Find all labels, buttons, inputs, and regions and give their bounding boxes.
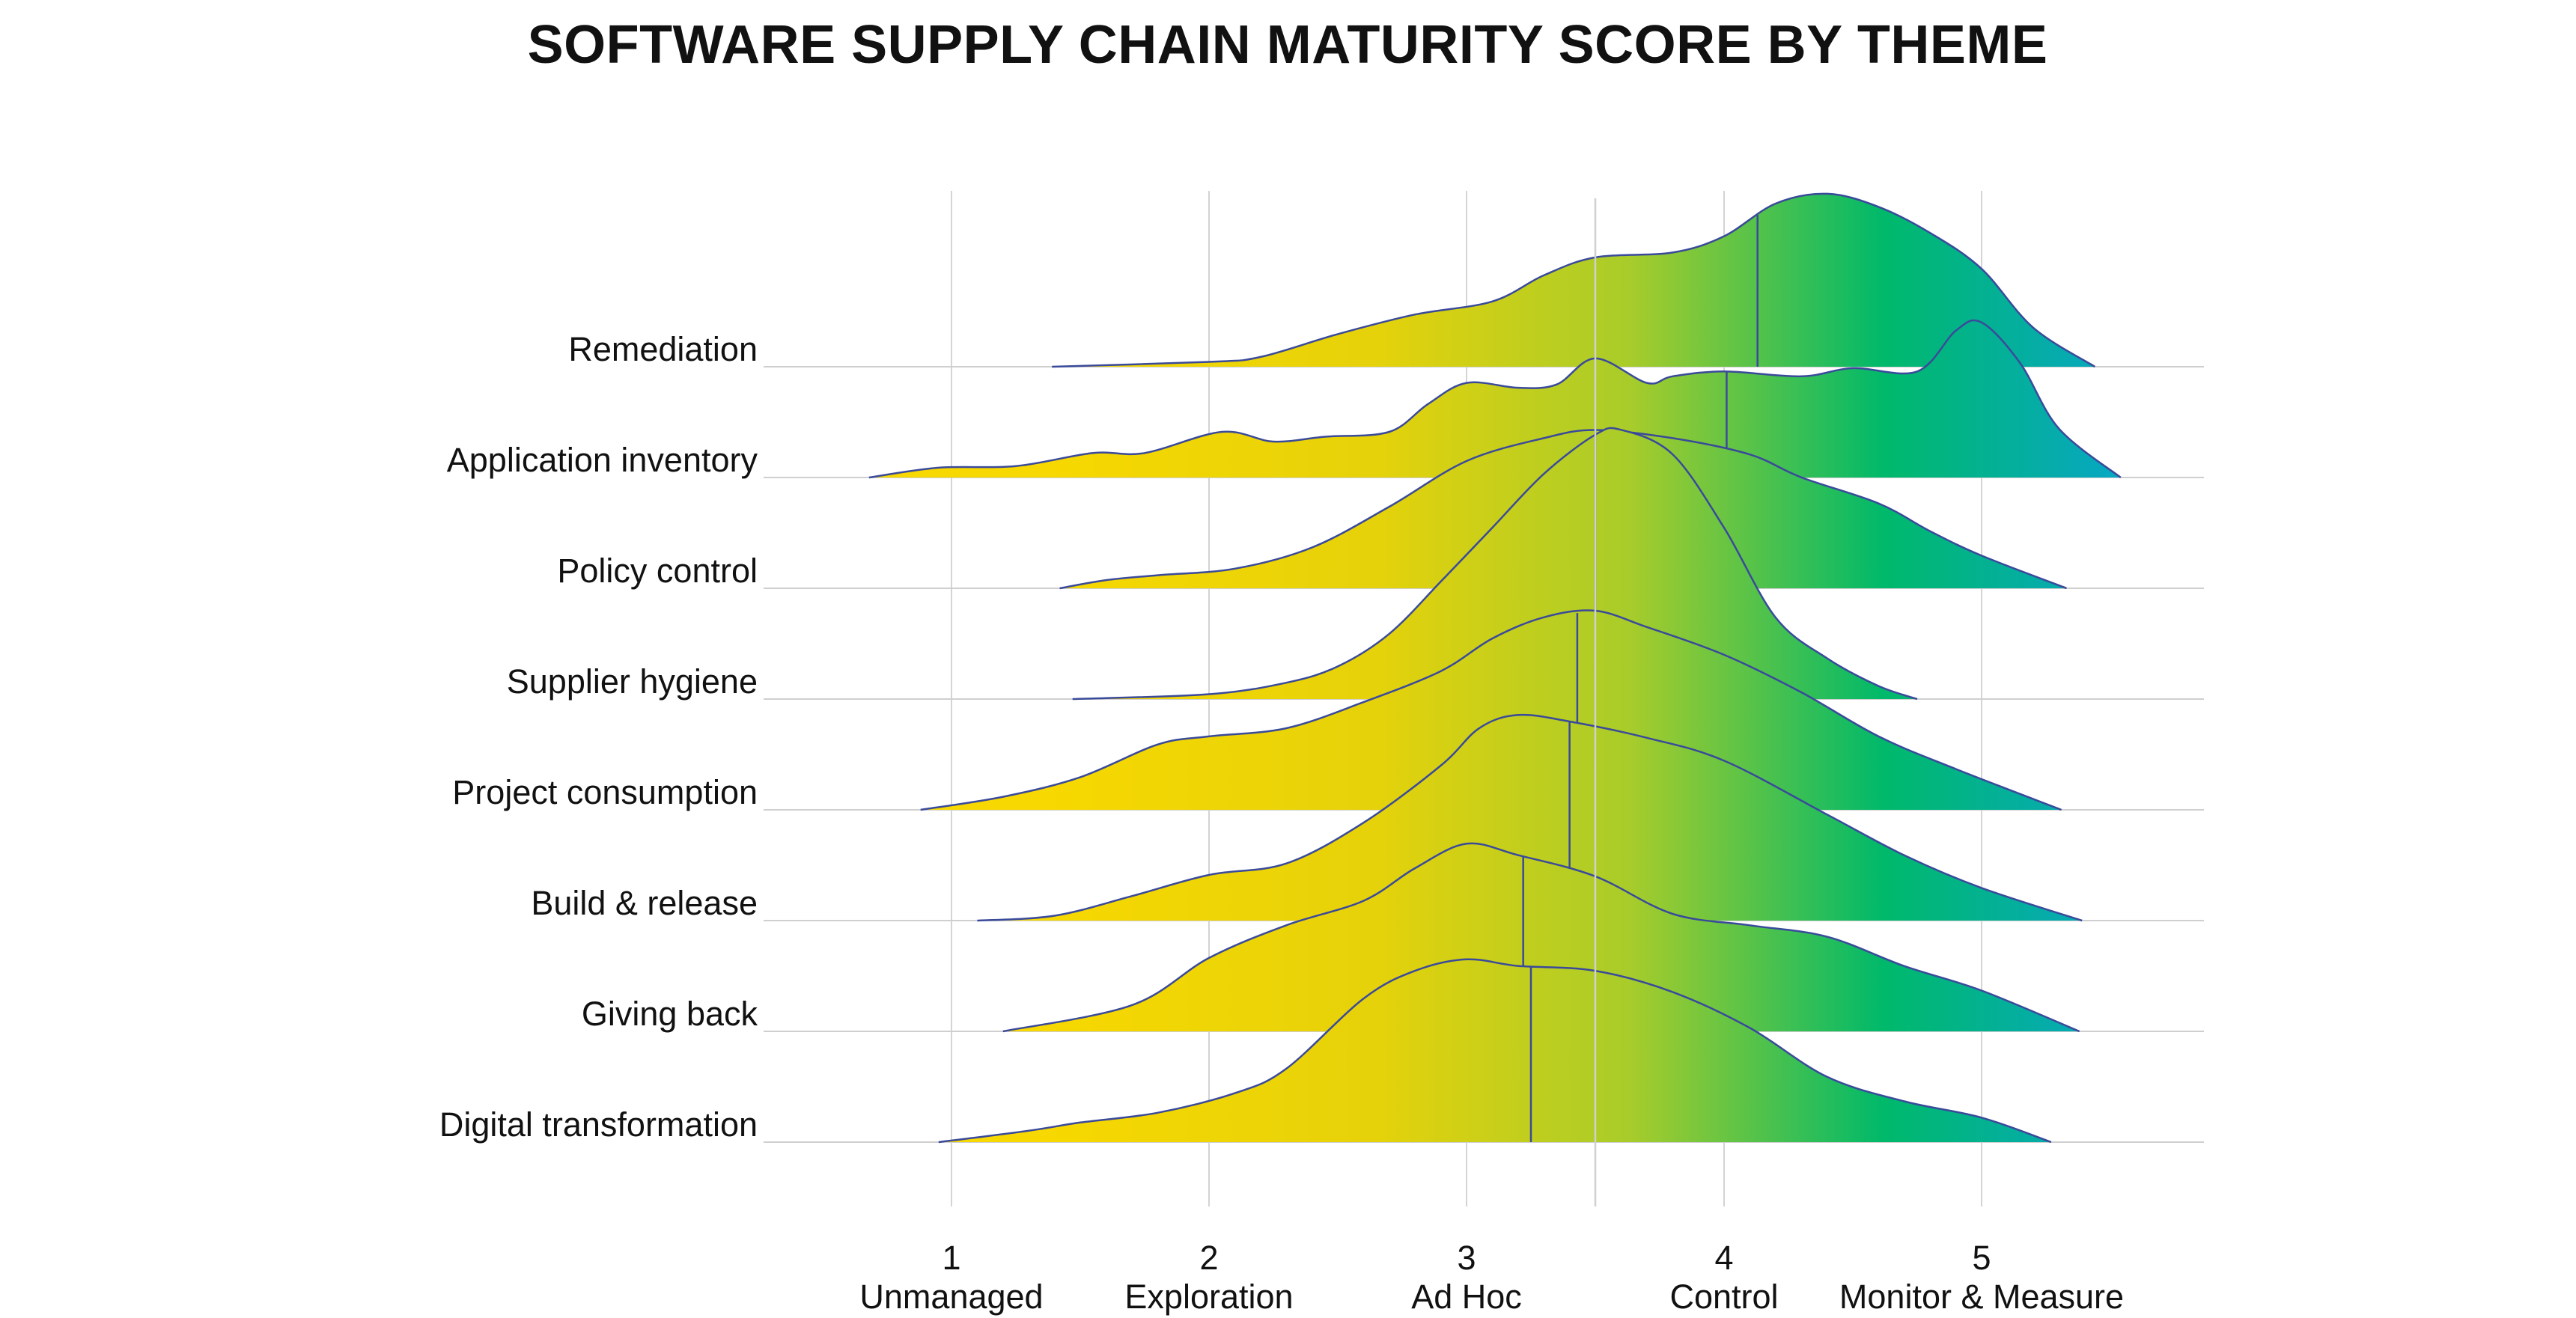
row-label-build-release: Build & release bbox=[531, 884, 758, 922]
ridge-outline-supplier-hygiene bbox=[1072, 427, 1918, 701]
x-tick-name-1: Unmanaged bbox=[859, 1278, 1043, 1316]
ridge-fill-build-release bbox=[977, 715, 2083, 921]
ridge-outline-digital-transformation bbox=[938, 958, 2052, 1144]
ridge-outline-build-release bbox=[977, 713, 2083, 922]
row-labels: Remediation Application inventory Policy c… bbox=[439, 330, 758, 1144]
ridge-fill-remediation bbox=[1052, 193, 2095, 367]
ridge-outline-remediation bbox=[1052, 192, 2096, 368]
x-tick-name-5: Monitor & Measure bbox=[1839, 1278, 2124, 1316]
chart-title: SOFTWARE SUPPLY CHAIN MATURITY SCORE BY … bbox=[528, 15, 2048, 75]
ridge-outline-giving-back bbox=[1002, 842, 2080, 1033]
row-label-remediation: Remediation bbox=[568, 330, 758, 368]
ridge-outline-project-consumption bbox=[920, 609, 2062, 811]
x-tick-name-2: Exploration bbox=[1124, 1278, 1293, 1316]
row-label-supplier-hygiene: Supplier hygiene bbox=[507, 662, 758, 701]
ridge-outline-application-inventory bbox=[868, 319, 2122, 479]
row-label-application-inventory: Application inventory bbox=[447, 441, 758, 479]
ridge-outline-policy-control bbox=[1059, 429, 2067, 590]
ridge-remediation bbox=[1052, 192, 2096, 368]
row-label-project-consumption: Project consumption bbox=[452, 773, 758, 811]
row-label-giving-back: Giving back bbox=[582, 995, 758, 1033]
ridges bbox=[868, 192, 2122, 1144]
x-tick-2: 2 bbox=[1199, 1239, 1218, 1277]
ridge-digital-transformation bbox=[938, 958, 2052, 1144]
ridge-fill-giving-back bbox=[1002, 843, 2080, 1031]
ridge-fill-project-consumption bbox=[920, 610, 2062, 810]
x-tick-5: 5 bbox=[1972, 1239, 1991, 1277]
ridge-fill-digital-transformation bbox=[938, 959, 2051, 1142]
row-label-digital-transformation: Digital transformation bbox=[439, 1105, 758, 1144]
x-tick-name-4: Control bbox=[1669, 1278, 1778, 1316]
ridge-fill-application-inventory bbox=[868, 320, 2121, 478]
row-label-policy-control: Policy control bbox=[557, 552, 758, 590]
x-tick-4: 4 bbox=[1714, 1239, 1733, 1277]
x-tick-name-3: Ad Hoc bbox=[1411, 1278, 1522, 1316]
x-tick-1: 1 bbox=[942, 1239, 960, 1277]
ridge-fill-supplier-hygiene bbox=[1072, 427, 1917, 699]
x-tick-3: 3 bbox=[1457, 1239, 1476, 1277]
